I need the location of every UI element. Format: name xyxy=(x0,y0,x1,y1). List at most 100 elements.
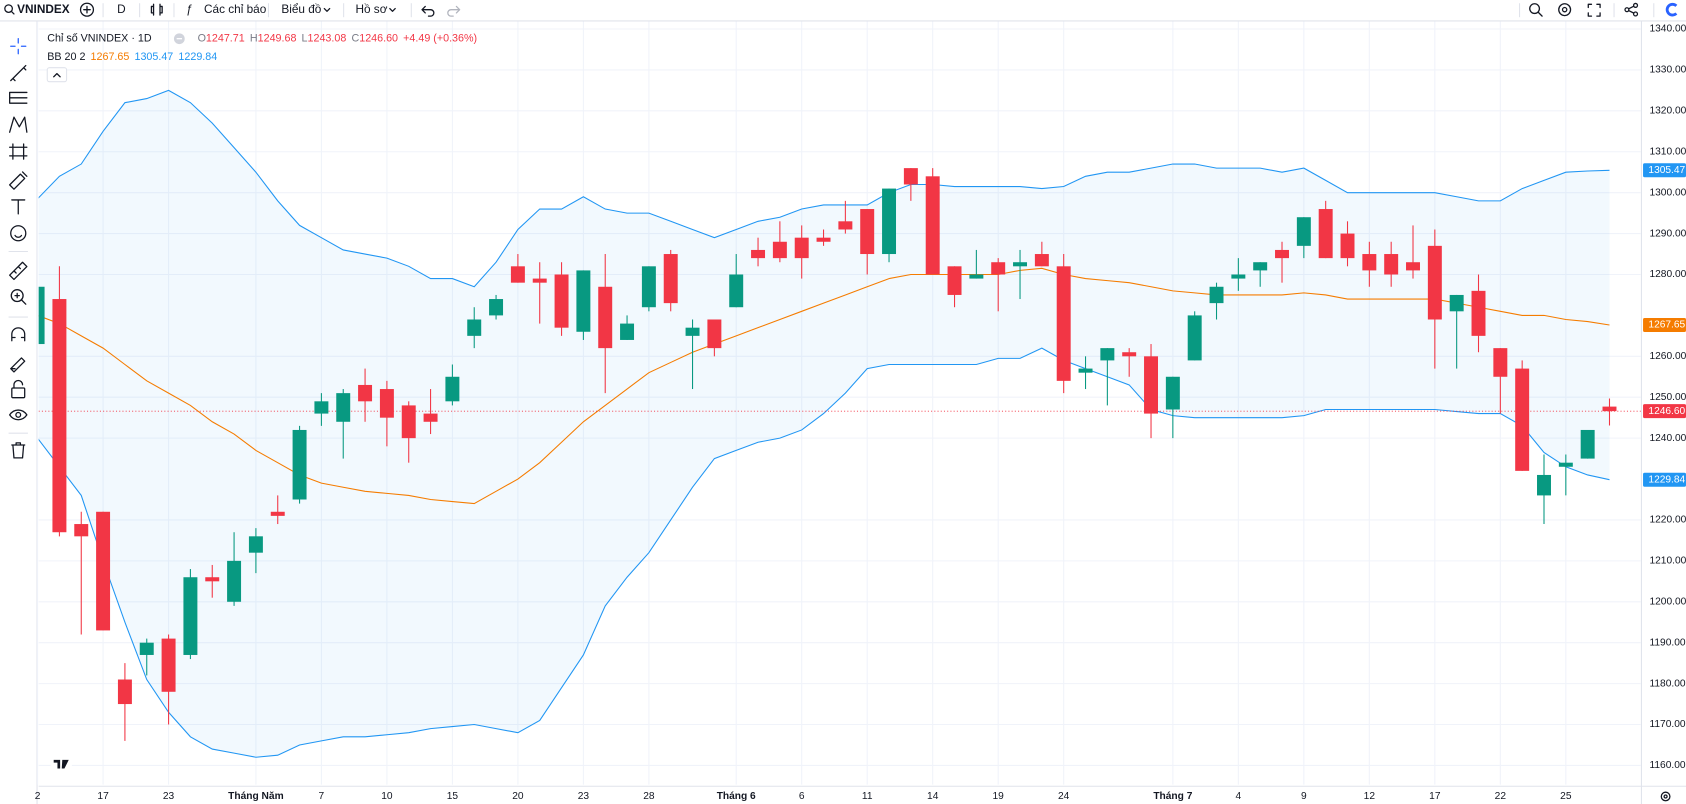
x-tick-label: 11 xyxy=(862,791,873,802)
ruler-tool[interactable] xyxy=(9,261,28,281)
candle-body xyxy=(707,319,722,349)
candle-body xyxy=(1275,249,1289,259)
indicator-legend: BB 20 2 1267.65 1305.47 1229.84 xyxy=(47,51,217,63)
candle-body xyxy=(772,241,787,259)
zoom-tool[interactable] xyxy=(10,289,24,303)
x-tick-label: 17 xyxy=(97,791,109,802)
candle-body xyxy=(401,405,416,439)
ohlc-value: 1247.71 xyxy=(206,33,245,45)
symbol-search[interactable]: VNINDEX xyxy=(4,2,70,16)
emoji-tool xyxy=(14,234,23,238)
share-icon xyxy=(1632,11,1639,17)
candle-body xyxy=(794,237,809,259)
logo-bg xyxy=(50,753,72,775)
screenshot-button[interactable] xyxy=(1529,3,1543,17)
delete-tool[interactable] xyxy=(11,442,26,459)
crosshair-tool[interactable] xyxy=(10,38,27,55)
collapse-button[interactable] xyxy=(46,67,68,83)
redo-icon[interactable] xyxy=(447,5,461,17)
x-tick-label: 25 xyxy=(1560,791,1572,802)
candle-body xyxy=(1056,266,1071,381)
candle-body xyxy=(445,376,460,402)
candle-body xyxy=(510,266,525,283)
y-tick-label: 1310.00 xyxy=(1649,146,1686,157)
collapse-legend-button[interactable] xyxy=(46,67,68,83)
candle-body xyxy=(1471,290,1486,336)
search-icon xyxy=(4,4,13,14)
candle-body xyxy=(1296,217,1311,246)
candle-body xyxy=(1493,348,1508,377)
magnet-tool[interactable] xyxy=(11,327,26,342)
profile-button[interactable]: Hồ sơ xyxy=(355,2,396,16)
y-tick-label: 1180.00 xyxy=(1649,678,1685,689)
chart-style-button[interactable] xyxy=(150,3,163,16)
indicators[interactable]: Các chỉ báo xyxy=(204,2,267,16)
compare-icon xyxy=(83,5,91,14)
candle-body xyxy=(161,638,176,692)
price-tag xyxy=(1643,472,1686,487)
undo-icon[interactable] xyxy=(421,5,435,17)
share-button[interactable] xyxy=(1624,2,1639,17)
candle-body xyxy=(1013,262,1028,267)
lower-band xyxy=(38,347,1610,758)
basis-value: 1267.65 xyxy=(91,51,130,63)
lower-value: 1229.84 xyxy=(178,51,217,63)
price-tag xyxy=(1643,163,1686,178)
trend-line-tool[interactable] xyxy=(10,64,27,82)
legend: Chỉ số VNINDEX · 1D O1247.71 H1249.68 L1… xyxy=(46,33,478,83)
y-tick-label: 1330.00 xyxy=(1649,65,1686,76)
candle-body xyxy=(685,327,700,336)
stay-drawing-tool[interactable] xyxy=(10,357,26,373)
brand-logo xyxy=(1665,2,1678,17)
interval[interactable]: D xyxy=(117,2,126,16)
candle-body xyxy=(991,262,1006,275)
legend-ohlc: O1247.71 H1249.68 L1243.08 C1246.60 +4.4… xyxy=(198,33,478,45)
candle-body xyxy=(52,299,67,533)
share-icon xyxy=(1624,7,1630,13)
brush-tool[interactable] xyxy=(9,171,28,190)
candle-body xyxy=(117,679,132,705)
price-tag-label: 1246.60 xyxy=(1648,406,1685,417)
candle-body xyxy=(74,524,89,537)
compare-icon[interactable] xyxy=(79,2,95,17)
x-tick-label: 12 xyxy=(1364,791,1376,802)
candle-body xyxy=(379,389,394,418)
settings-button[interactable] xyxy=(1558,3,1572,17)
lock-tool xyxy=(13,379,24,389)
candle-body xyxy=(925,176,940,275)
pattern-tool[interactable] xyxy=(9,116,28,133)
x-tick-label: Tháng 6 xyxy=(717,791,756,802)
profile[interactable]: Hồ sơ xyxy=(355,2,387,16)
y-tick-label: 1220.00 xyxy=(1649,515,1686,526)
indicators-button[interactable]: ƒ Các chỉ báo xyxy=(186,2,267,16)
x-tick-label: 22 xyxy=(1495,791,1507,802)
candle-body xyxy=(96,511,111,631)
candle-body xyxy=(576,270,591,332)
price-tag-label: 1267.65 xyxy=(1648,320,1685,331)
x-tick-label: 20 xyxy=(512,791,524,802)
candle-body xyxy=(1187,315,1202,361)
fullscreen-icon[interactable] xyxy=(1587,3,1601,17)
x-tick-label: 9 xyxy=(1301,791,1307,802)
lock-tool[interactable] xyxy=(11,387,26,399)
symbol[interactable]: VNINDEX xyxy=(17,2,70,16)
emoji-tool[interactable] xyxy=(10,225,27,242)
hide-tool[interactable] xyxy=(9,409,28,421)
share-icon xyxy=(1632,2,1639,8)
axis-settings[interactable] xyxy=(1660,791,1671,802)
chart-type[interactable]: Biểu đồ xyxy=(281,2,321,16)
x-tick-label: 19 xyxy=(993,791,1005,802)
zoom-tool xyxy=(14,292,27,305)
candle-body xyxy=(1406,262,1420,271)
candle-body xyxy=(620,323,635,340)
text-tool[interactable] xyxy=(11,199,26,215)
projection-tool[interactable] xyxy=(9,143,28,160)
fib-tool[interactable] xyxy=(9,91,28,104)
price-tag xyxy=(1643,404,1686,419)
layout-button[interactable]: Biểu đồ xyxy=(281,2,331,16)
compare-button[interactable] xyxy=(79,2,95,17)
candle-body xyxy=(314,401,329,414)
candle-body xyxy=(1122,352,1137,357)
chevron xyxy=(323,7,331,12)
